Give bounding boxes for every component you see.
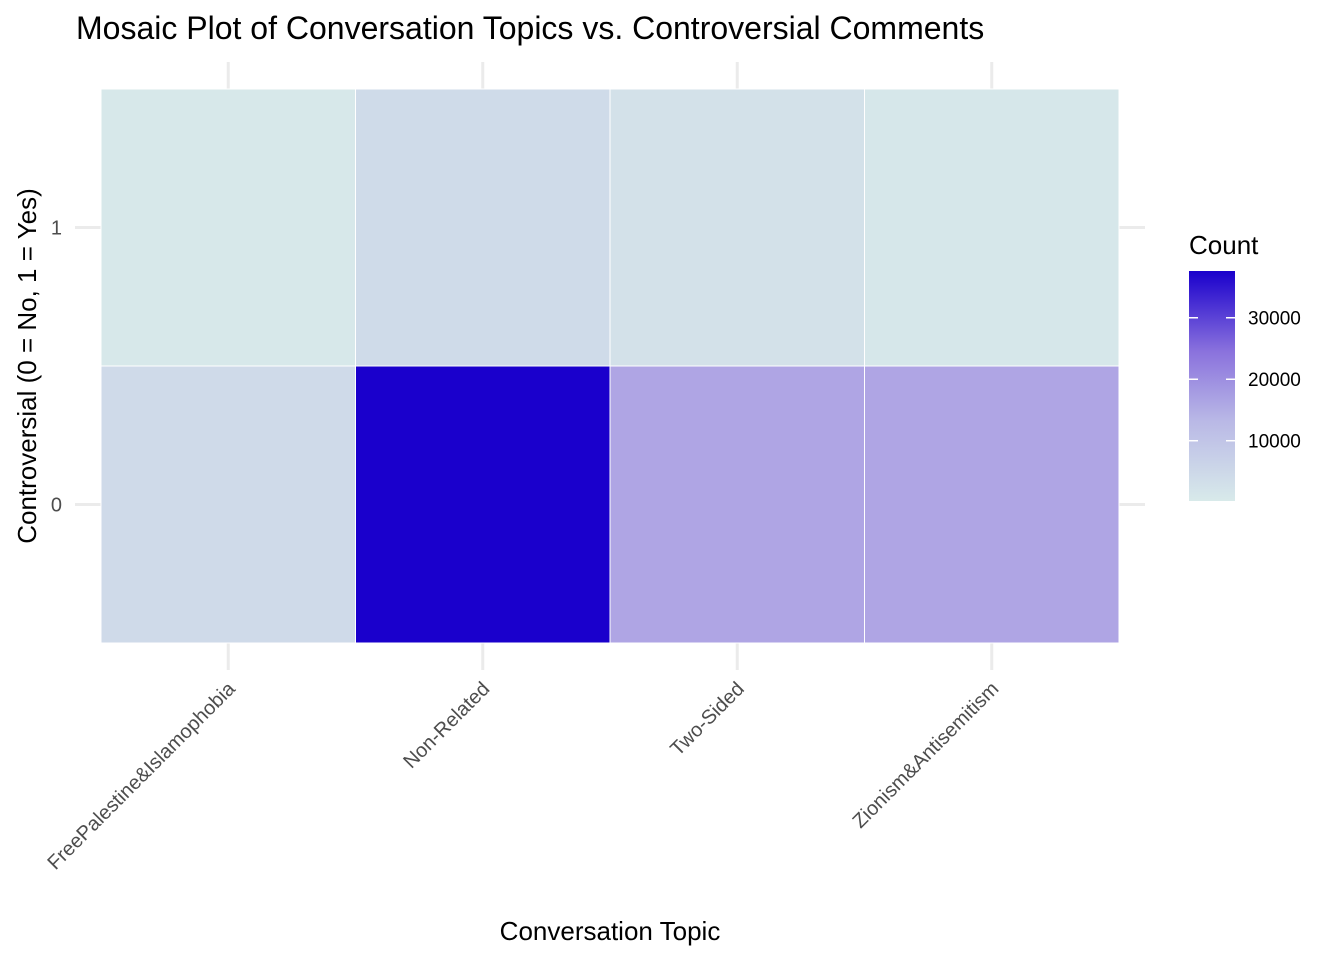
x-axis-ticks: FreePalestine&Islamophobia Non-Related Two… [43,677,1003,874]
legend-tick-label: 20000 [1248,370,1301,391]
heatmap-cell [100,365,356,644]
x-tick-label: Non-Related [399,678,494,773]
heatmap-cell [355,365,611,644]
y-tick-label: 1 [51,218,62,240]
legend-tick-label: 30000 [1248,309,1301,330]
legend-title: Count [1189,230,1259,260]
y-axis-ticks: 01 [51,218,62,517]
heatmap-cell [355,88,611,367]
heatmap-cell [609,88,865,367]
y-axis-title: Controversial (0 = No, 1 = Yes) [12,188,42,544]
color-legend: Count 10000 20000 30000 [1189,230,1301,501]
x-axis-title: Conversation Topic [500,916,721,946]
x-tick-label: FreePalestine&Islamophobia [43,677,240,874]
heatmap-cell [609,365,865,644]
heatmap-cells [100,88,1120,644]
x-tick-label: Two-Sided [666,678,748,760]
legend-tick-label: 10000 [1248,432,1301,453]
legend-colorbar [1189,271,1235,501]
heatmap-cell [100,88,356,367]
legend-ticks: 10000 20000 30000 [1189,309,1301,453]
chart-title: Mosaic Plot of Conversation Topics vs. C… [76,10,984,46]
heatmap-cell [864,365,1120,644]
x-tick-label: Zionism&Antisemitism [849,678,1004,833]
heatmap-cell [864,88,1120,367]
y-tick-label: 0 [51,495,62,517]
